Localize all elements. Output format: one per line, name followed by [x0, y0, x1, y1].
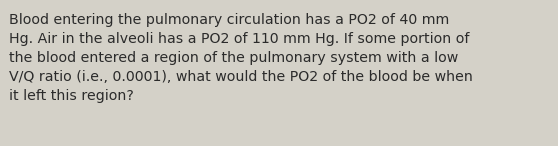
Text: Blood entering the pulmonary circulation has a PO2 of 40 mm
Hg. Air in the alveo: Blood entering the pulmonary circulation…	[9, 13, 473, 103]
